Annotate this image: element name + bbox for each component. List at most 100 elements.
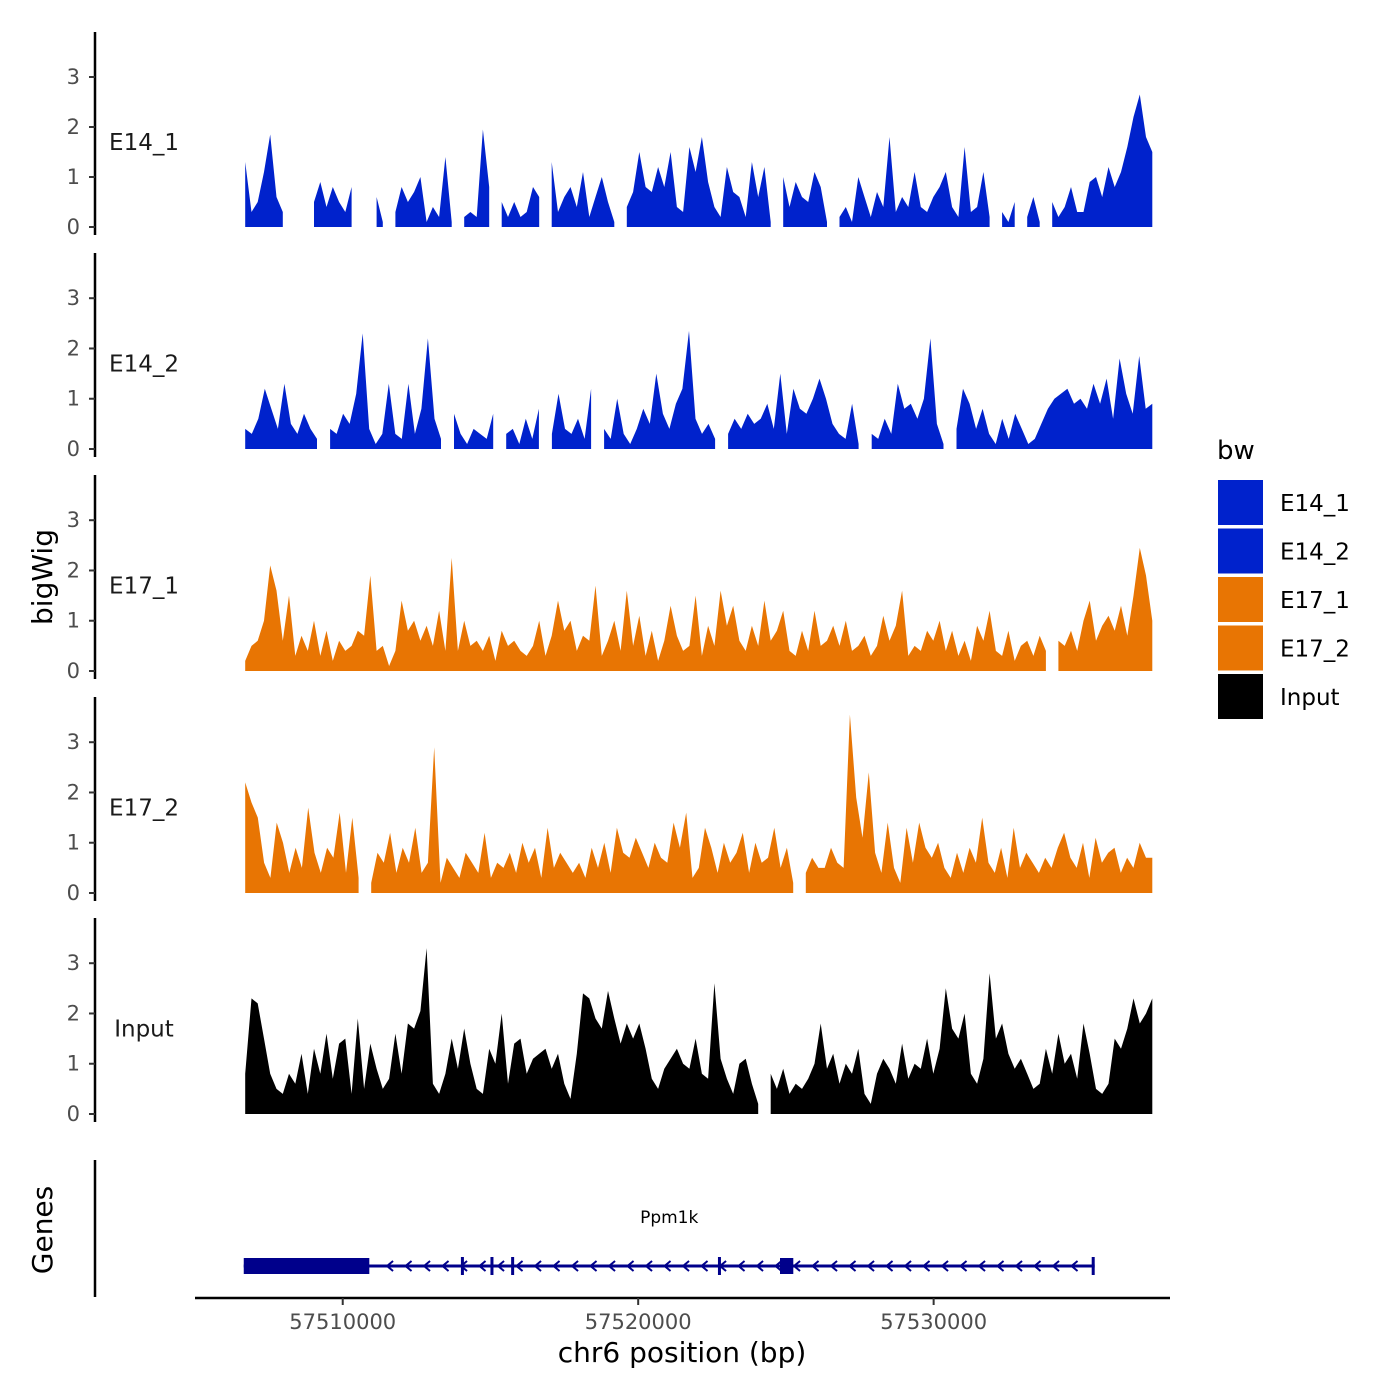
y-tick-label: 2 [67, 336, 80, 360]
gene-exon [780, 1258, 794, 1274]
gene-exon [717, 1257, 721, 1275]
track-label-E14_2: E14_2 [109, 352, 179, 378]
genes-panel: Genes Ppm1k [26, 1160, 1095, 1297]
strand-arrow [422, 1260, 431, 1272]
legend-label-E14_2: E14_2 [1280, 540, 1350, 566]
x-tick-label: 57530000 [880, 1310, 987, 1334]
strand-arrow [681, 1260, 690, 1272]
legend-swatch-Input [1218, 674, 1263, 719]
y-tick-label: 0 [67, 659, 80, 683]
strand-arrow [662, 1260, 672, 1272]
y-tick-label: 2 [67, 558, 80, 582]
y-tick-label: 2 [67, 1001, 80, 1025]
signal-area-E17_1 [245, 547, 1153, 671]
y-tick-label: 0 [67, 215, 80, 239]
strand-arrow [440, 1260, 450, 1272]
strand-arrow [607, 1260, 616, 1272]
track-Input: 0 1 2 3 Input [67, 918, 1153, 1126]
y-tick-label: 1 [67, 831, 80, 855]
legend-swatch-E17_2 [1218, 625, 1263, 671]
strand-arrow [570, 1260, 579, 1272]
strand-arrow [1069, 1260, 1079, 1272]
strand-arrow [533, 1260, 542, 1272]
strand-arrow [977, 1260, 986, 1272]
y-tick-label: 0 [67, 1102, 80, 1126]
y-tick-label: 1 [67, 165, 80, 189]
legend-title: bw [1217, 436, 1255, 466]
strand-arrow [792, 1260, 801, 1272]
track-E17_2: 0 1 2 3 E17_2 [67, 697, 1153, 905]
signal-area-E14_1 [245, 94, 1153, 227]
x-axis-ticks: 57510000 57520000 57530000 [289, 1298, 987, 1334]
strand-arrow [514, 1260, 524, 1272]
legend-swatch-E17_1 [1218, 577, 1263, 622]
y-tick-label: 1 [67, 1052, 80, 1076]
signal-area-E17_2 [245, 714, 1153, 893]
track-label-Input: Input [114, 1017, 174, 1043]
signal-area-Input [245, 948, 1153, 1114]
x-tick-label: 57510000 [289, 1310, 396, 1334]
strand-arrow [755, 1260, 764, 1272]
legend-swatch-E14_2 [1218, 528, 1263, 574]
legend-label-E14_1: E14_1 [1280, 491, 1350, 517]
y-tick-label: 3 [67, 508, 80, 532]
track-E14_1: 0 1 2 3 E14_1 [67, 32, 1153, 239]
track-label-E17_2: E17_2 [109, 796, 179, 822]
y-tick-label: 3 [67, 951, 80, 975]
strand-arrow [551, 1260, 561, 1272]
strand-arrow [995, 1260, 1005, 1272]
strand-arrow [847, 1260, 857, 1272]
strand-arrow [625, 1260, 635, 1272]
y-tick-label: 3 [67, 730, 80, 754]
strand-arrow [588, 1260, 598, 1272]
x-tick-label: 57520000 [585, 1310, 692, 1334]
legend-label-E17_1: E17_1 [1280, 588, 1350, 614]
strand-arrow [736, 1260, 746, 1272]
strand-arrow [958, 1260, 968, 1272]
strand-arrow [866, 1260, 875, 1272]
strand-arrow [1032, 1260, 1042, 1272]
strand-arrow [1014, 1260, 1023, 1272]
signal-tracks: 0 1 2 3 E14_1 0 1 2 3 E14_2 0 1 2 3 E17_1 0 1 2 3 E17_2 0 1 2 3… [67, 32, 1153, 1126]
y-tick-label: 1 [67, 609, 80, 633]
strand-arrow [829, 1260, 838, 1272]
gene-exon [1091, 1257, 1095, 1275]
strand-arrow [385, 1260, 394, 1272]
gene-exon [490, 1257, 494, 1275]
track-label-E17_1: E17_1 [109, 574, 179, 600]
gene-exon [511, 1257, 515, 1275]
strand-arrow [773, 1260, 783, 1272]
y-tick-label: 2 [67, 115, 80, 139]
strand-arrow [1051, 1260, 1060, 1272]
legend-label-E17_2: E17_2 [1280, 637, 1350, 663]
y-tick-label: 0 [67, 437, 80, 461]
y-tick-label: 0 [67, 881, 80, 905]
legend-items: E14_1 E14_2 E17_1 E17_2 Input [1218, 480, 1350, 719]
strand-arrow [903, 1260, 912, 1272]
x-axis-title: chr6 position (bp) [558, 1336, 807, 1369]
strand-arrow [884, 1260, 894, 1272]
strand-arrow [644, 1260, 653, 1272]
y-tick-label: 2 [67, 780, 80, 804]
x-axis: 57510000 57520000 57530000 chr6 position (… [195, 1296, 1170, 1369]
strand-arrow [477, 1260, 487, 1272]
y-tick-label: 3 [67, 286, 80, 310]
legend-swatch-E14_1 [1218, 480, 1263, 525]
strand-arrow [699, 1260, 709, 1272]
track-E14_2: 0 1 2 3 E14_2 [67, 253, 1153, 461]
track-label-E14_1: E14_1 [109, 130, 179, 156]
legend: bw E14_1 E14_2 E17_1 E17_2 Input [1217, 436, 1350, 719]
y-tick-label: 3 [67, 65, 80, 89]
signal-area-E14_2 [245, 330, 1153, 449]
strand-arrow [940, 1260, 949, 1272]
track-E17_1: 0 1 2 3 E17_1 [67, 475, 1153, 683]
y-tick-label: 1 [67, 387, 80, 411]
genes-panel-label: Genes [26, 1186, 59, 1274]
y-axis-title: bigWig [26, 529, 59, 625]
gene-model-ppm1k [243, 1257, 1095, 1275]
legend-label-Input: Input [1280, 685, 1340, 711]
strand-arrow [496, 1260, 505, 1272]
gene-name-label: Ppm1k [640, 1208, 698, 1228]
strand-arrow [921, 1260, 931, 1272]
